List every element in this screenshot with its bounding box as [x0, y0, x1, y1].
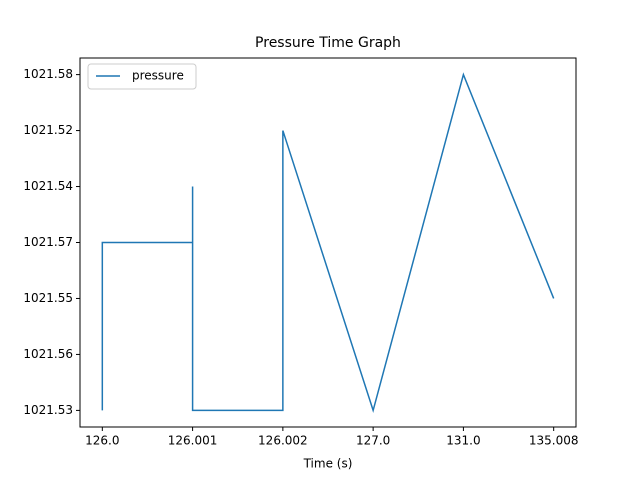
- x-tick-label: 126.0: [85, 434, 119, 448]
- x-tick-label: 127.0: [356, 434, 390, 448]
- legend-label: pressure: [132, 69, 184, 83]
- y-tick-label: 1021.57: [23, 235, 73, 249]
- x-tick-label: 126.001: [168, 434, 218, 448]
- line: [101, 72, 555, 414]
- x-axis-label: Time (s): [303, 457, 353, 471]
- x-tick-label: 131.0: [446, 434, 480, 448]
- x-tick-label: 135.008: [529, 434, 579, 448]
- y-tick-label: 1021.58: [23, 67, 73, 81]
- y-tick-label: 1021.52: [23, 123, 73, 137]
- legend-box: [87, 63, 197, 90]
- y-tick-label: 1021.55: [23, 291, 73, 305]
- y-tick-label: 1021.54: [23, 179, 73, 193]
- y-tick-label: 1021.56: [23, 347, 73, 361]
- x-tick-label: 126.002: [258, 434, 308, 448]
- y-tick-label: 1021.53: [23, 403, 73, 417]
- chart-title: Pressure Time Graph: [255, 35, 401, 51]
